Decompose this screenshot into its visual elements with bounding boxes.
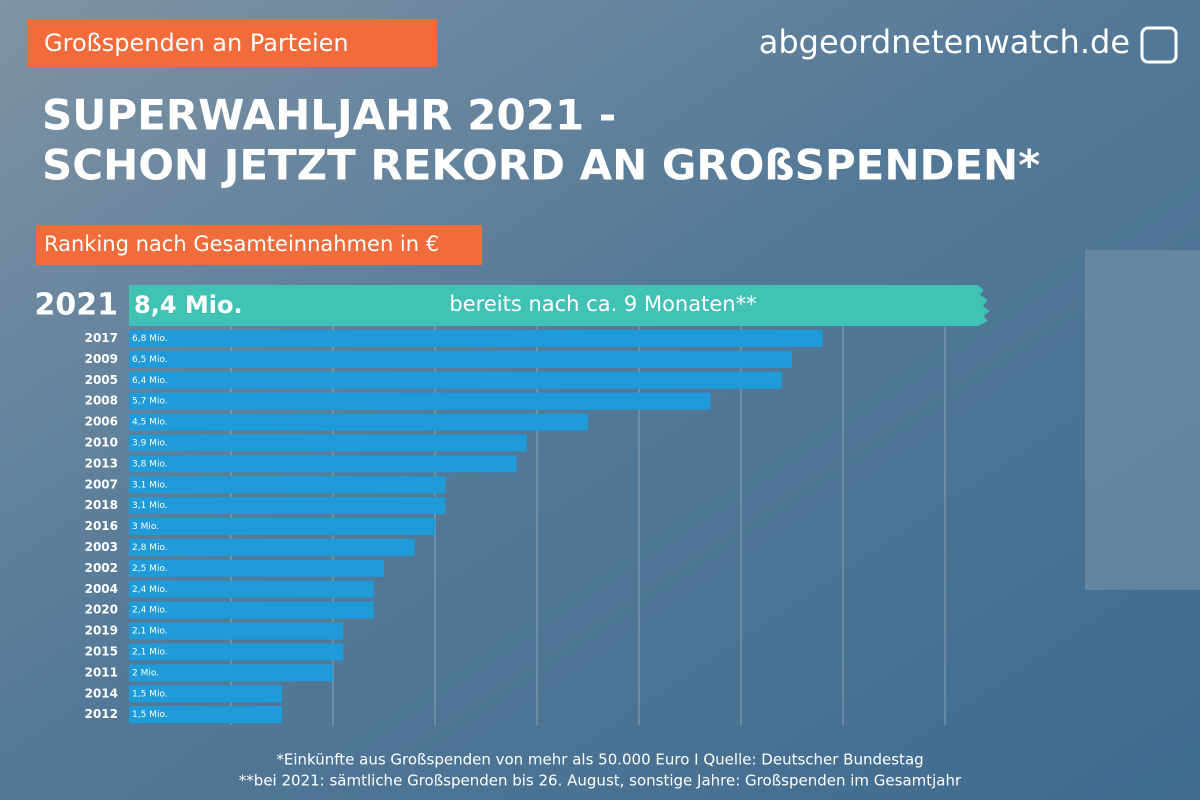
logo: abgeordnetenwatch.de <box>759 23 1130 61</box>
logo-icon <box>1140 26 1178 64</box>
bar <box>129 518 435 536</box>
value-label: 2,8 Mio. <box>132 543 168 553</box>
category-label: 2002 <box>85 561 118 575</box>
bar <box>129 559 384 577</box>
category-label: 2005 <box>85 373 118 387</box>
bar <box>129 413 588 431</box>
value-label: 3 Mio. <box>132 522 159 532</box>
bar <box>129 664 333 682</box>
value-label: 5,7 Mio. <box>132 397 168 407</box>
value-label: 3,1 Mio. <box>132 501 168 511</box>
value-label: 1,5 Mio. <box>132 710 168 720</box>
category-label: 2020 <box>85 603 118 617</box>
category-label: 2015 <box>85 644 118 658</box>
value-label: 1,5 Mio. <box>132 689 168 699</box>
footnote: *Einkünfte aus Großspenden von mehr als … <box>276 751 923 769</box>
bar <box>129 643 344 661</box>
bar <box>129 601 374 619</box>
bar <box>129 706 282 724</box>
tag-box <box>27 19 437 67</box>
banknote-decoration <box>1085 250 1200 590</box>
category-label: 2011 <box>85 665 118 679</box>
value-label: 2 Mio. <box>132 668 159 678</box>
value-label: 8,4 Mio. <box>134 291 243 319</box>
bar <box>129 622 344 640</box>
category-label: 2009 <box>85 352 118 366</box>
value-label: 3,8 Mio. <box>132 459 168 469</box>
category-label: 2010 <box>85 435 118 449</box>
value-label: 3,1 Mio. <box>132 480 168 490</box>
title-line: SCHON JETZT REKORD AN GROßSPENDEN* <box>42 141 1040 190</box>
value-label: 6,4 Mio. <box>132 376 168 386</box>
value-label: 2,5 Mio. <box>132 564 168 574</box>
bar <box>129 476 446 494</box>
value-label: 2,1 Mio. <box>132 627 168 637</box>
bar <box>129 350 792 368</box>
category-label: 2006 <box>85 415 118 429</box>
category-label: 2004 <box>85 582 118 596</box>
bar-highlight <box>129 285 990 326</box>
value-label: 3,9 Mio. <box>132 438 168 448</box>
category-label: 2014 <box>85 686 118 700</box>
bar <box>129 685 282 703</box>
value-label: 2,4 Mio. <box>132 585 168 595</box>
category-label: 2003 <box>85 540 118 554</box>
value-label: 2,4 Mio. <box>132 606 168 616</box>
bar <box>129 371 782 389</box>
category-label: 2019 <box>85 624 118 638</box>
footnote: **bei 2021: sämtliche Großspenden bis 26… <box>239 772 962 790</box>
bar <box>129 455 517 473</box>
bar <box>129 392 711 410</box>
title-line: SUPERWAHLJAHR 2021 - <box>42 91 616 140</box>
tag: Großspenden an Parteien <box>44 29 349 57</box>
bar <box>129 497 446 515</box>
category-label: 2018 <box>85 498 118 512</box>
category-label: 2013 <box>85 456 118 470</box>
category-label: 2016 <box>85 519 118 533</box>
category-label: 2021 <box>35 288 119 323</box>
value-label: 6,5 Mio. <box>132 355 168 365</box>
bar <box>129 329 823 347</box>
annotation: bereits nach ca. 9 Monaten** <box>449 292 756 316</box>
category-label: 2007 <box>85 477 118 491</box>
subtitle-box <box>36 225 482 265</box>
bar <box>129 538 415 556</box>
bar <box>129 434 527 452</box>
subtitle: Ranking nach Gesamteinnahmen in € <box>44 232 439 256</box>
bar <box>129 580 374 598</box>
category-label: 2012 <box>85 707 118 721</box>
value-label: 6,8 Mio. <box>132 334 168 344</box>
category-label: 2008 <box>85 394 118 408</box>
category-label: 2017 <box>85 331 118 345</box>
value-label: 2,1 Mio. <box>132 647 168 657</box>
value-label: 4,5 Mio. <box>132 418 168 428</box>
